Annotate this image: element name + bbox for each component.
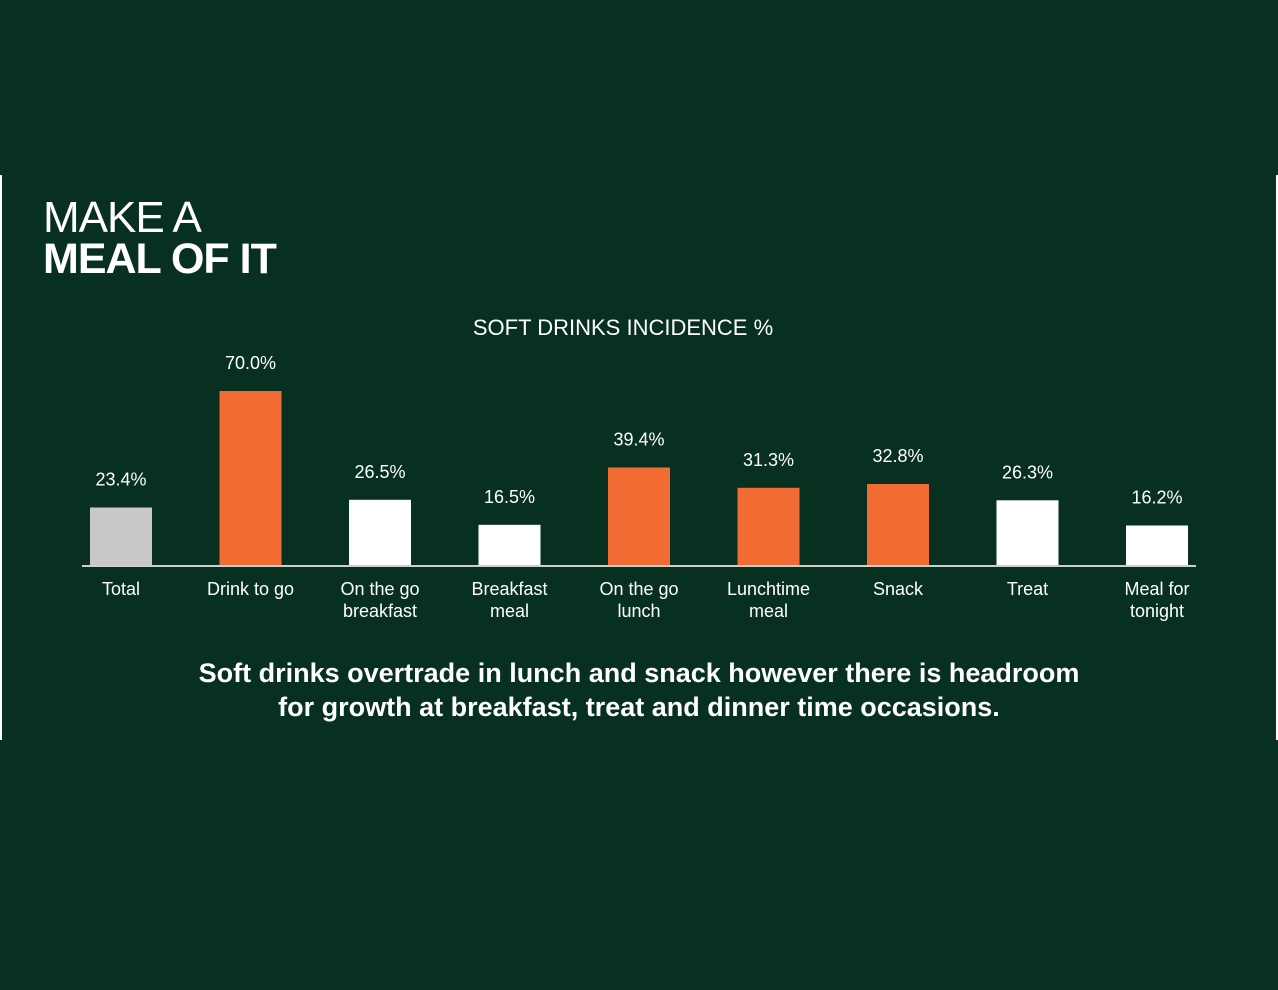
category-label-5-1: meal: [749, 601, 788, 621]
headline: MAKE A MEAL OF IT: [43, 193, 277, 283]
category-label-3-1: meal: [490, 601, 529, 621]
data-label-2: 26.5%: [354, 462, 405, 482]
headline-line-1: MAKE A: [43, 193, 202, 242]
category-label-0-0: Total: [102, 579, 140, 599]
category-label-2-0: On the go: [340, 579, 419, 599]
data-label-8: 16.2%: [1131, 488, 1182, 508]
category-label-2-1: breakfast: [343, 601, 417, 621]
caption-line-1: Soft drinks overtrade in lunch and snack…: [198, 658, 1080, 688]
data-label-1: 70.0%: [225, 353, 276, 373]
bar-8: [1126, 525, 1188, 566]
data-label-0: 23.4%: [95, 470, 146, 490]
bars-group: 23.4% Total 70.0% Drink to go 26.5% On the go…: [90, 353, 1190, 621]
category-label-4-0: On the go: [599, 579, 678, 599]
right-edge-line: [1276, 175, 1278, 740]
chart-caption: Soft drinks overtrade in lunch and snack…: [0, 656, 1278, 724]
soft-drinks-incidence-chart: SOFT DRINKS INCIDENCE % 23.4% Total 70.0% D…: [82, 315, 1196, 621]
caption-line-2: for growth at breakfast, treat and dinne…: [278, 692, 1000, 722]
category-label-6-0: Snack: [873, 579, 924, 599]
bar-3: [478, 524, 541, 567]
category-label-4-1: lunch: [617, 601, 660, 621]
data-label-7: 26.3%: [1002, 462, 1053, 482]
bar-5: [737, 487, 800, 567]
bar-7: [996, 500, 1059, 567]
bar-6: [867, 484, 929, 566]
data-label-6: 32.8%: [872, 446, 923, 466]
category-label-5-0: Lunchtime: [727, 579, 810, 599]
data-label-4: 39.4%: [613, 430, 664, 450]
headline-line-2: MEAL OF IT: [43, 235, 277, 283]
data-label-3: 16.5%: [484, 487, 535, 507]
bar-0: [90, 507, 152, 566]
category-label-8-1: tonight: [1130, 601, 1184, 621]
category-label-1-0: Drink to go: [207, 579, 294, 599]
left-edge-line: [0, 175, 2, 740]
category-label-3-0: Breakfast: [471, 579, 547, 599]
chart-title: SOFT DRINKS INCIDENCE %: [473, 315, 773, 340]
data-label-5: 31.3%: [743, 450, 794, 470]
bar-4: [608, 467, 670, 566]
category-label-8-0: Meal for: [1124, 579, 1189, 599]
category-label-7-0: Treat: [1007, 579, 1048, 599]
bar-1: [219, 391, 282, 566]
bar-2: [349, 499, 411, 567]
